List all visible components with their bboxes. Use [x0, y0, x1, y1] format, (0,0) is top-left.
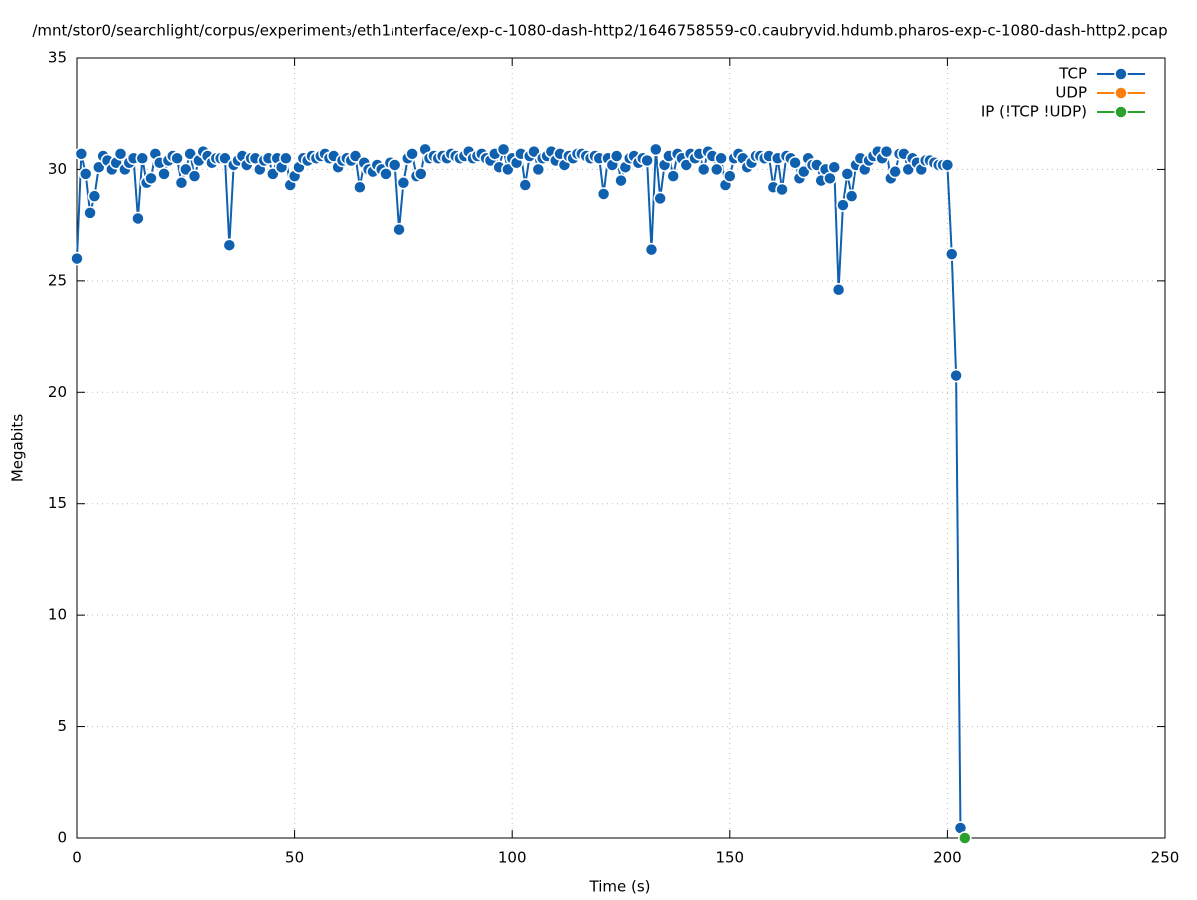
data-point: [266, 167, 280, 181]
data-point: [414, 167, 428, 181]
data-point: [348, 149, 363, 163]
legend-marker: [1114, 105, 1128, 119]
data-point: [596, 187, 611, 201]
data-point: [840, 167, 855, 181]
data-point: [827, 160, 841, 174]
legend-label: UDP: [1055, 84, 1087, 102]
data-point: [113, 147, 128, 161]
data-point: [218, 151, 232, 166]
data-point: [640, 153, 654, 168]
data-point: [831, 283, 846, 297]
data-point: [709, 162, 724, 177]
y-axis-label: Megabits: [9, 414, 27, 482]
data-point: [387, 158, 402, 172]
x-axis-label: Time (s): [589, 878, 651, 896]
y-tick-label: 30: [48, 160, 67, 178]
y-tick-label: 15: [48, 494, 67, 512]
x-tick-label: 150: [715, 849, 744, 867]
x-tick-label: 0: [72, 849, 82, 867]
y-tick-label: 35: [48, 49, 67, 67]
data-point: [405, 147, 419, 161]
data-point: [70, 251, 84, 266]
legend-label: TCP: [1058, 65, 1087, 83]
data-point: [879, 144, 894, 159]
data-point: [531, 162, 546, 177]
y-tick-label: 0: [57, 829, 67, 847]
data-point: [527, 144, 541, 159]
data-point: [609, 149, 624, 163]
data-point: [222, 238, 237, 252]
data-point: [844, 189, 859, 203]
x-tick-label: 50: [285, 849, 304, 867]
data-point: [836, 198, 850, 212]
data-point: [74, 147, 89, 161]
data-point: [174, 176, 189, 190]
legend-label: IP (!TCP !UDP): [981, 103, 1087, 121]
data-point: [823, 171, 837, 186]
data-point: [614, 173, 628, 188]
data-point: [183, 147, 197, 161]
data-point: [666, 169, 680, 183]
y-tick-label: 10: [48, 606, 67, 624]
chart-title: /mnt/stor0/searchlight/corpus/experiment…: [32, 22, 1167, 40]
data-point: [945, 247, 959, 261]
data-point: [279, 151, 293, 166]
y-tick-label: 5: [57, 717, 67, 735]
x-tick-label: 200: [933, 849, 962, 867]
x-tick-label: 250: [1151, 849, 1180, 867]
data-point: [135, 151, 150, 166]
data-point: [353, 180, 367, 195]
data-point: [775, 182, 789, 197]
data-point: [958, 831, 972, 845]
data-point: [797, 164, 811, 179]
data-point: [157, 167, 171, 181]
data-point: [649, 142, 663, 157]
data-point: [187, 169, 202, 183]
data-point: [788, 155, 802, 170]
x-tick-label: 100: [498, 849, 527, 867]
data-point: [696, 162, 711, 177]
data-point: [87, 189, 102, 203]
plot-frame: [76, 57, 1166, 839]
legend-marker: [1114, 67, 1128, 81]
data-point: [496, 142, 511, 157]
data-point: [949, 368, 963, 383]
data-point: [714, 151, 728, 166]
data-point: [392, 222, 406, 237]
y-tick-label: 20: [48, 383, 67, 401]
legend-marker: [1114, 86, 1128, 100]
data-point: [131, 211, 145, 226]
data-point: [940, 158, 955, 172]
data-point: [518, 178, 533, 192]
data-point: [888, 164, 902, 179]
data-point: [78, 167, 93, 181]
data-point: [179, 162, 193, 177]
data-point: [144, 171, 158, 186]
data-point: [723, 169, 737, 183]
data-point: [653, 191, 667, 206]
data-point: [644, 242, 659, 257]
data-point: [396, 176, 411, 190]
y-tick-label: 25: [48, 271, 67, 289]
data-point: [83, 206, 97, 220]
data-point: [170, 151, 184, 166]
